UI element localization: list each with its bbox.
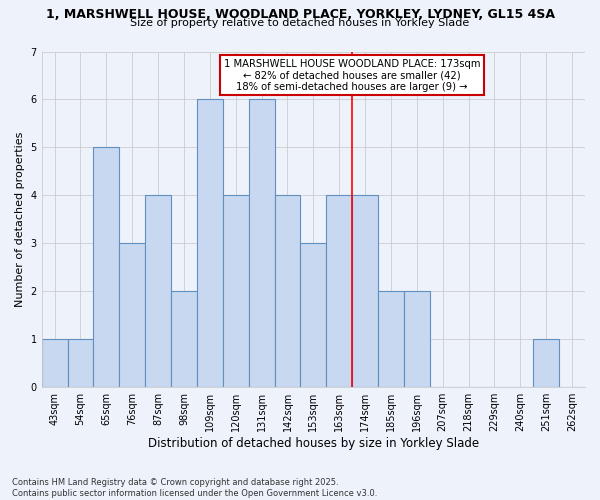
Bar — [94, 148, 119, 387]
Bar — [326, 196, 352, 387]
Text: 1, MARSHWELL HOUSE, WOODLAND PLACE, YORKLEY, LYDNEY, GL15 4SA: 1, MARSHWELL HOUSE, WOODLAND PLACE, YORK… — [46, 8, 554, 20]
Bar — [404, 292, 430, 387]
Bar — [68, 339, 94, 387]
Bar — [171, 292, 197, 387]
Bar — [533, 339, 559, 387]
Bar — [378, 292, 404, 387]
Text: Contains HM Land Registry data © Crown copyright and database right 2025.
Contai: Contains HM Land Registry data © Crown c… — [12, 478, 377, 498]
Bar — [119, 244, 145, 387]
Bar — [275, 196, 301, 387]
Bar — [197, 100, 223, 387]
Text: Size of property relative to detached houses in Yorkley Slade: Size of property relative to detached ho… — [130, 18, 470, 28]
Bar — [248, 100, 275, 387]
Bar — [301, 244, 326, 387]
Bar — [223, 196, 248, 387]
Text: 1 MARSHWELL HOUSE WOODLAND PLACE: 173sqm
← 82% of detached houses are smaller (4: 1 MARSHWELL HOUSE WOODLAND PLACE: 173sqm… — [224, 58, 481, 92]
Bar — [145, 196, 171, 387]
Bar — [352, 196, 378, 387]
X-axis label: Distribution of detached houses by size in Yorkley Slade: Distribution of detached houses by size … — [148, 437, 479, 450]
Y-axis label: Number of detached properties: Number of detached properties — [15, 132, 25, 307]
Bar — [41, 339, 68, 387]
